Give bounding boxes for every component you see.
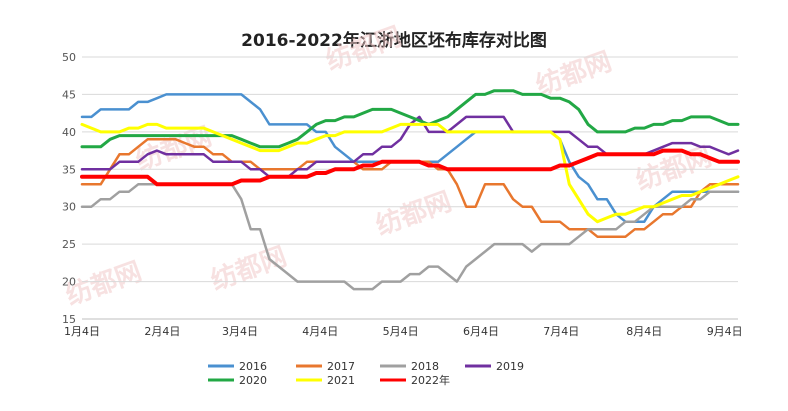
- x-tick-label: 3月4日: [222, 325, 258, 338]
- legend-label-2021: 2021: [327, 374, 355, 387]
- watermark-6: 纺都网: [207, 241, 291, 297]
- legend-label-2016: 2016: [239, 360, 267, 373]
- x-tick-label: 5月4日: [383, 325, 419, 338]
- series-line-2021: [80, 122, 740, 224]
- legend-label-2022年: 2022年: [411, 373, 450, 387]
- watermark-0: 纺都网: [322, 21, 406, 77]
- y-tick-label: 20: [62, 276, 76, 289]
- x-tick-label: 7月4日: [543, 325, 579, 338]
- x-tick-label: 4月4日: [302, 325, 338, 338]
- legend-label-2020: 2020: [239, 374, 267, 387]
- series-line-2020: [80, 89, 740, 149]
- legend: 2016 2017 2018 2019 2020 2021 2022年: [208, 360, 524, 387]
- chart-title: 2016-2022年江浙地区坯布库存对比图: [241, 31, 547, 51]
- x-tick-label: 8月4日: [626, 325, 662, 338]
- y-tick-label: 40: [62, 126, 76, 139]
- x-tick-label: 9月4日: [707, 325, 743, 338]
- watermark-3: 纺都网: [372, 186, 456, 242]
- series-line-2022年: [80, 148, 740, 187]
- y-tick-label: 45: [62, 88, 76, 101]
- x-tick-label: 2月4日: [144, 325, 180, 338]
- y-tick-label: 50: [62, 51, 76, 64]
- x-tick-label: 6月4日: [463, 325, 499, 338]
- watermark-1: 纺都网: [532, 46, 616, 102]
- legend-label-2019: 2019: [496, 360, 524, 373]
- y-tick-label: 25: [62, 238, 76, 251]
- legend-label-2018: 2018: [411, 360, 439, 373]
- y-tick-label: 30: [62, 201, 76, 214]
- y-tick-label: 15: [62, 313, 76, 326]
- series-layer: [80, 89, 740, 291]
- grid: [82, 56, 738, 283]
- x-tick-label: 1月4日: [64, 325, 100, 338]
- y-tick-label: 35: [62, 163, 76, 176]
- axes: 15 20 25 30 35 40 45 50 1月4日 2月4日 3月4日 4月4日 5月4日 6月4日…: [62, 51, 743, 338]
- legend-label-2017: 2017: [327, 360, 355, 373]
